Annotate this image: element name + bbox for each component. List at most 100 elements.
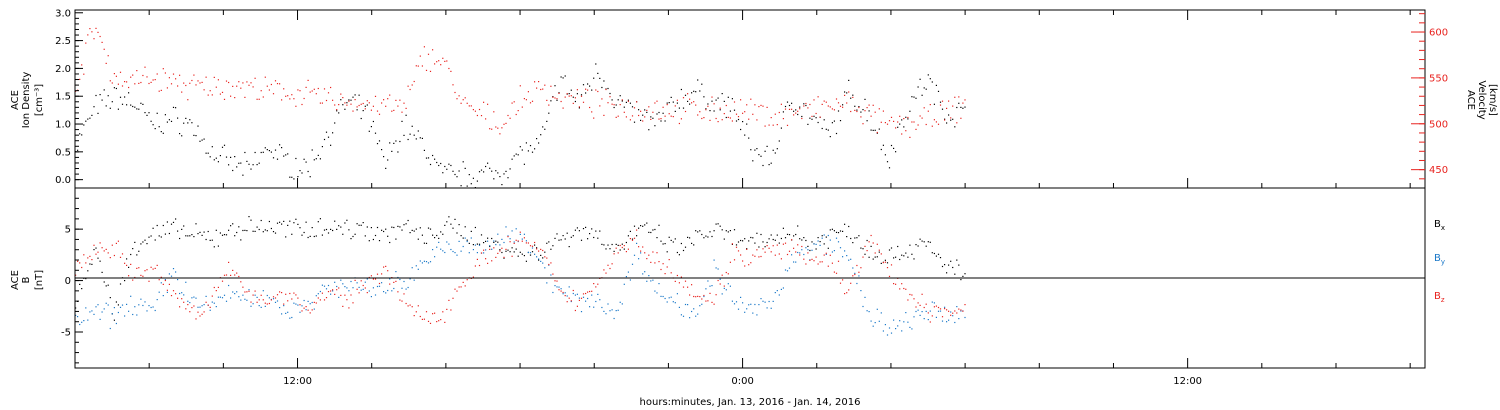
bx-point: [297, 223, 299, 225]
bz-point: [450, 309, 452, 311]
bx-point: [540, 254, 542, 256]
velocity-point: [554, 97, 556, 99]
top-left-ylabel-line3: [cm⁻³]: [34, 84, 45, 116]
bz-point: [919, 304, 921, 306]
by-point: [607, 303, 609, 305]
ion-density-point: [156, 112, 158, 114]
by-point: [385, 292, 387, 294]
bz-point: [421, 318, 423, 320]
velocity-point: [470, 105, 472, 107]
by-point: [725, 289, 727, 291]
velocity-point: [862, 123, 864, 125]
velocity-point: [215, 86, 217, 88]
bx-point: [886, 262, 889, 264]
bz-point: [831, 262, 833, 264]
ion-density-point: [939, 101, 942, 103]
bx-point: [719, 225, 721, 227]
bx-point: [895, 256, 897, 258]
ion-density-point: [203, 138, 205, 140]
velocity-point: [821, 103, 823, 105]
bx-point: [266, 230, 268, 232]
velocity-point: [633, 107, 636, 109]
top-right-ylabel-line3: [km/s]: [1487, 84, 1498, 116]
bz-point: [124, 262, 126, 264]
by-point: [440, 248, 442, 250]
velocity-point: [939, 104, 942, 106]
bz-point: [460, 286, 462, 288]
by-point: [128, 310, 130, 312]
velocity-point: [503, 123, 505, 125]
by-point: [884, 324, 886, 326]
ion-density-point: [427, 157, 430, 159]
bx-point: [876, 256, 878, 258]
by-point: [287, 311, 289, 313]
velocity-point: [903, 118, 905, 120]
bz-point: [258, 299, 260, 301]
ion-density-point: [270, 151, 272, 153]
bx-point: [897, 245, 899, 248]
bz-point: [493, 247, 495, 249]
velocity-point: [342, 97, 344, 99]
by-point: [825, 253, 827, 255]
bz-point: [172, 290, 175, 292]
bz-point: [550, 262, 552, 264]
velocity-point: [605, 88, 607, 91]
bx-point: [450, 223, 452, 225]
ion-density-point: [668, 102, 670, 104]
by-point: [737, 308, 740, 310]
ion-density-point: [915, 97, 917, 99]
velocity-point: [307, 79, 309, 81]
bx-point: [205, 238, 207, 241]
by-point: [436, 246, 438, 248]
velocity-point: [305, 86, 307, 88]
ion-density-point: [672, 101, 674, 103]
velocity-point: [901, 133, 903, 135]
bx-point: [389, 241, 391, 244]
bz-point: [483, 249, 485, 251]
velocity-point: [466, 102, 468, 104]
bx-point: [780, 237, 782, 240]
ion-density-point: [283, 155, 285, 157]
velocity-point: [189, 82, 191, 84]
velocity-point: [97, 31, 99, 33]
bx-point: [633, 225, 636, 227]
velocity-point: [126, 81, 128, 83]
bz-point: [425, 311, 428, 313]
ion-density-point: [211, 146, 213, 148]
bx-point: [948, 264, 950, 266]
ion-density-point: [742, 121, 744, 123]
bx-point: [752, 237, 754, 239]
velocity-point: [338, 104, 340, 106]
ion-density-point: [252, 164, 254, 166]
bx-point: [436, 234, 438, 237]
by-point: [540, 260, 542, 262]
bz-point: [633, 237, 636, 239]
ion-density-point: [87, 118, 89, 120]
ion-density-point: [764, 150, 766, 152]
bz-point: [615, 247, 617, 249]
velocity-point: [797, 110, 799, 112]
by-point: [87, 319, 89, 321]
bz-point: [527, 242, 529, 244]
by-point: [215, 306, 217, 308]
bx-point: [258, 228, 260, 231]
velocity-point: [823, 100, 825, 102]
bx-point: [213, 246, 215, 248]
ion-density-point: [285, 154, 287, 156]
ion-density-point: [815, 117, 817, 119]
bx-point: [483, 242, 485, 244]
velocity-point: [719, 107, 721, 109]
bz-point: [130, 263, 132, 265]
velocity-point: [411, 84, 413, 86]
velocity-point: [266, 85, 268, 87]
bz-point: [301, 310, 303, 312]
bz-point: [287, 300, 289, 302]
by-point: [917, 309, 919, 311]
velocity-point: [497, 127, 499, 129]
bx-point: [585, 226, 587, 228]
ion-density-point: [760, 155, 762, 157]
by-point: [146, 310, 148, 312]
velocity-point: [150, 81, 152, 83]
by-point: [489, 245, 491, 247]
ion-density-point: [360, 117, 362, 120]
